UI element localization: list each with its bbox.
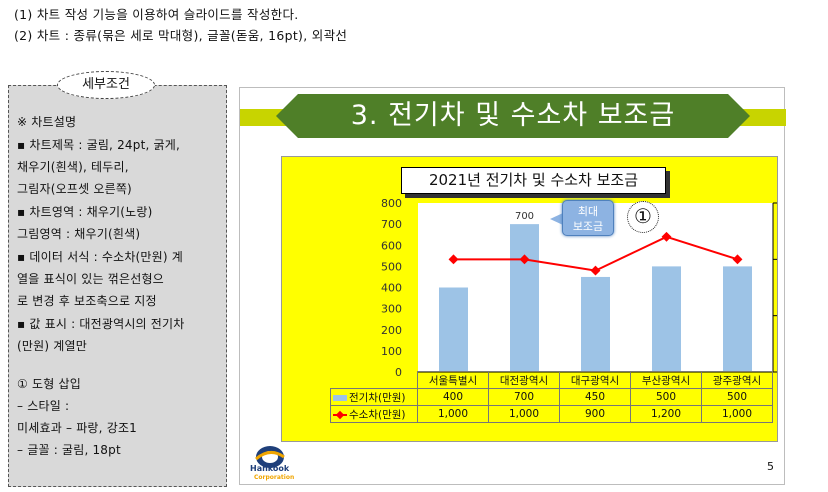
conditions-panel: ※ 차트설명 ▪ 차트제목 : 굴림, 24pt, 굵게, 채우기(흰색), 테… [8,85,227,487]
primary-tick-label: 400 [381,282,402,295]
panel-line: – 스타일 : [17,399,70,413]
table-cell: 450 [559,388,631,406]
callout-text-line: 보조금 [572,220,604,233]
table-category: 서울특별시 [417,371,489,389]
table-cell: 500 [630,388,702,406]
table-category: 광주광역시 [701,371,773,389]
primary-tick-label: 200 [381,324,402,337]
page-number: 5 [767,460,774,473]
line-marker [519,254,530,265]
bar-electric [581,276,610,372]
title-band [240,94,786,138]
table-cell: 700 [488,388,560,406]
bar-electric [439,287,468,372]
slide: 3. 전기차 및 수소차 보조금 0 100 200 300 400 500 600 700 8… [239,87,786,485]
bar-electric [652,266,681,372]
chart-data-table: 서울특별시 대전광역시 대구광역시 부산광역시 광주광역시 전기차(만원) 40… [330,371,773,423]
panel-line: 그림자(오프셋 오른쪽) [17,182,132,196]
callout-text-line: 최대 [577,205,599,218]
chart-area: 010020030040050060070080005001,0001,5007… [281,156,778,442]
panel-line: ▪ 차트제목 : 굴림, 24pt, 굵게, [17,138,181,152]
panel-line: 미세효과 – 파랑, 강조1 [17,421,138,435]
circle-number-label: ① [627,201,659,233]
table-cell: 1,000 [488,405,560,423]
table-category: 부산광역시 [630,371,702,389]
table-category: 대구광역시 [559,371,631,389]
band-green [276,94,750,138]
table-cell: 1,000 [417,405,489,423]
table-row: 서울특별시 대전광역시 대구광역시 부산광역시 광주광역시 [331,371,773,389]
instruction-line-2: (2) 차트 : 종류(묶은 세로 막대형), 글꼴(돋움, 16pt), 외곽… [14,28,348,43]
legend-line-swatch [333,412,347,418]
callout-shape: 최대 보조금 [562,200,614,236]
table-row: 수소차(만원) 1,000 1,000 900 1,200 1,000 [330,405,773,423]
panel-line: – 글꼴 : 굴림, 18pt [17,443,121,457]
panel-title: 세부조건 [57,71,155,99]
company-logo: Hankook Corporation [250,446,294,481]
primary-tick-label: 0 [395,366,402,379]
table-cell: 500 [701,388,773,406]
table-cell: 1,200 [630,405,702,423]
legend-label: 전기차(만원) [349,391,406,404]
panel-line: (만원) 계열만 [17,339,87,353]
table-cell: 900 [559,405,631,423]
panel-line: 그림영역 : 채우기(흰색) [17,227,141,241]
slide-title: 3. 전기차 및 수소차 보조금 [350,100,676,131]
panel-line: 열을 표식이 있는 꺾은선형으 [17,272,164,286]
legend-bar-swatch [333,394,347,401]
callout-tail [550,213,563,225]
primary-tick-label: 600 [381,239,402,252]
panel-line: ※ 차트설명 [17,115,77,129]
panel-line: 채우기(흰색), 테두리, [17,160,129,174]
legend-row-header: 수소차(만원) [330,405,418,423]
panel-line: 로 변경 후 보조축으로 지정 [17,294,157,308]
panel-line: ① 도형 삽입 [17,377,81,391]
primary-tick-label: 800 [381,197,402,210]
bar-data-label: 700 [515,211,534,222]
line-marker [590,265,601,276]
table-cell: 1,000 [701,405,773,423]
line-marker [661,231,672,242]
panel-line: ▪ 데이터 서식 : 수소차(만원) 계 [17,250,184,264]
bar-electric [510,224,539,372]
bar-electric [723,266,752,372]
line-marker [732,254,743,265]
primary-tick-label: 300 [381,303,402,316]
table-category: 대전광역시 [488,371,560,389]
table-cell: 400 [417,388,489,406]
primary-tick-label: 700 [381,218,402,231]
legend-row-header: 전기차(만원) [330,388,418,406]
panel-line: ▪ 값 표시 : 대전광역시의 전기차 [17,317,185,331]
chart-title: 2021년 전기차 및 수소차 보조금 [401,167,666,194]
svg-text:Corporation: Corporation [254,474,294,481]
legend-label: 수소차(만원) [349,408,406,421]
table-corner [331,372,418,389]
svg-text:Hankook: Hankook [250,464,290,473]
primary-tick-label: 500 [381,260,402,273]
instruction-line-1: (1) 차트 작성 기능을 이용하여 슬라이드를 작성한다. [14,7,299,22]
table-row: 전기차(만원) 400 700 450 500 500 [330,388,773,406]
primary-tick-label: 100 [381,345,402,358]
panel-line: ▪ 차트영역 : 채우기(노랑) [17,205,153,219]
